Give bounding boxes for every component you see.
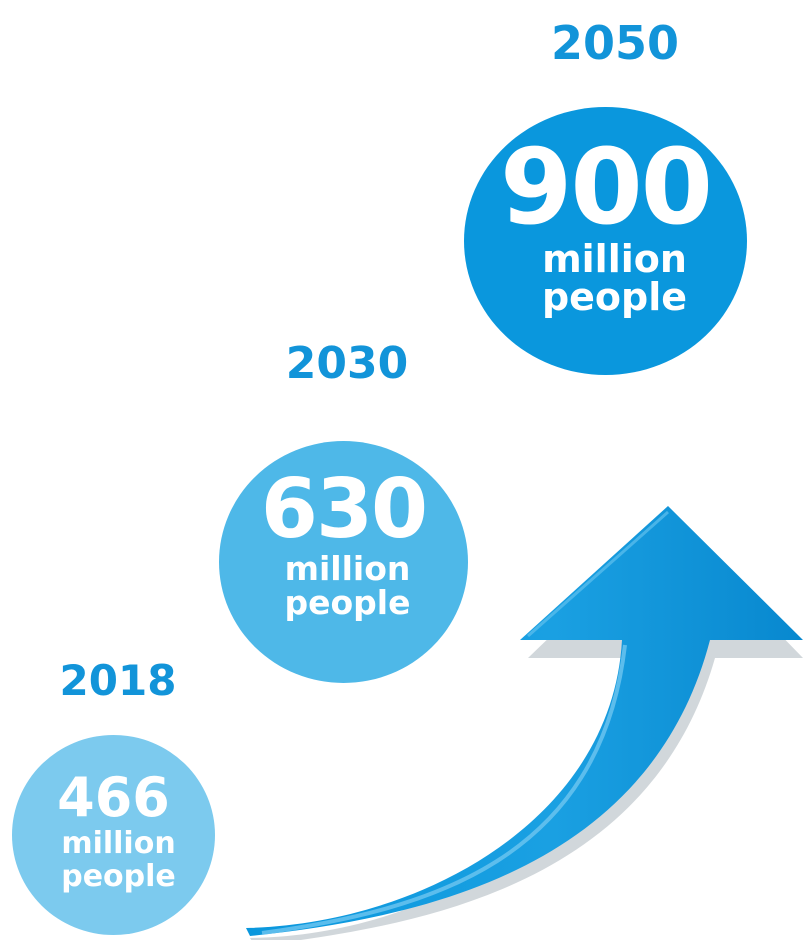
year-label-2050: 2050 — [550, 16, 680, 70]
population-value-2030: 630 — [260, 462, 428, 557]
unit-people-2030: people — [284, 583, 411, 623]
unit-people-2050: people — [541, 275, 688, 320]
year-label-2030: 2030 — [285, 338, 409, 389]
unit-million-2030: million — [284, 549, 411, 588]
year-label-2018: 2018 — [59, 656, 177, 705]
milestone-circle-2018: 466 million people — [12, 735, 215, 935]
unit-million-2018: million — [61, 826, 176, 861]
milestone-circle-2030: 630 million people — [219, 441, 468, 683]
unit-million-2050: million — [542, 237, 687, 281]
population-value-2050: 900 — [499, 126, 713, 248]
population-value-2018: 466 — [57, 766, 170, 829]
milestone-circle-2050: 900 million people — [464, 107, 747, 375]
unit-people-2018: people — [61, 859, 176, 895]
